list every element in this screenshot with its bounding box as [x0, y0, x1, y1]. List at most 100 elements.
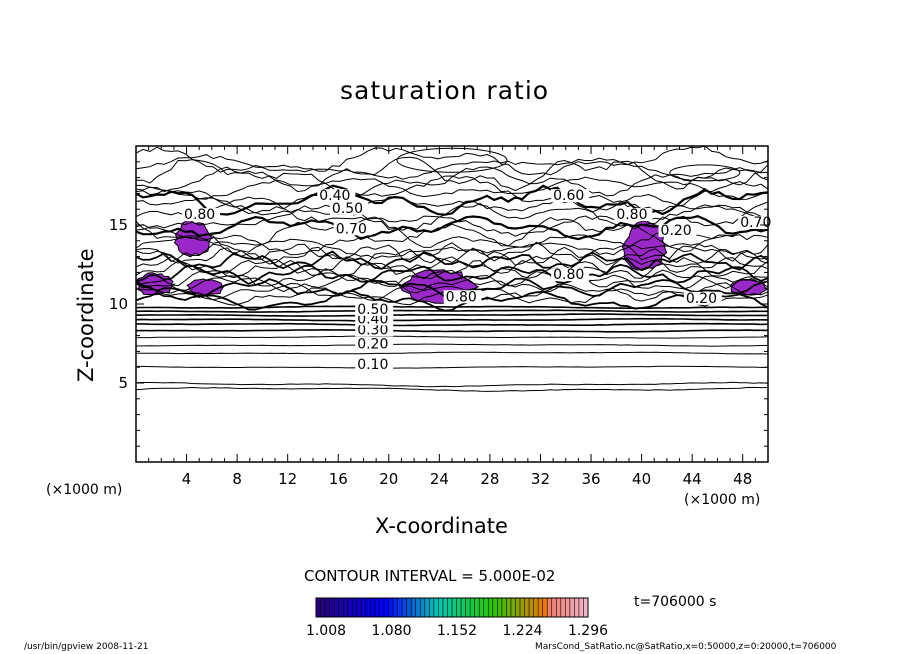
plot-area — [136, 146, 768, 462]
colorbar-segment — [388, 598, 394, 617]
contour-label-bg — [551, 268, 590, 282]
colorbar-segment — [510, 598, 516, 617]
colorbar-segment — [538, 598, 544, 617]
contour-label: 0.40 — [319, 188, 350, 204]
contour-label: 0.80 — [553, 267, 584, 283]
contour-line — [135, 204, 769, 237]
colorbar-segment — [347, 598, 353, 617]
contour-label-bg — [182, 208, 221, 222]
colorbar-segment — [379, 598, 385, 617]
contour-line — [136, 351, 769, 355]
x-tick-label: 20 — [379, 470, 398, 488]
colorbar-segment — [370, 598, 376, 617]
contour-interval: CONTOUR INTERVAL = 5.000E-02 — [304, 567, 556, 585]
y-axis-label: Z-coordinate — [74, 248, 98, 382]
colorbar-segment — [574, 598, 580, 617]
colorbar-segment — [424, 598, 430, 617]
colorbar-segment — [447, 598, 453, 617]
contour-label-bg — [658, 223, 697, 237]
contour-line — [135, 386, 769, 392]
colorbar-segment — [325, 598, 331, 617]
contour-line — [135, 145, 769, 176]
contour-label-bg — [355, 323, 394, 337]
colorbar-segment — [384, 598, 389, 617]
contour-label: 0.30 — [357, 322, 388, 338]
contour-label: 0.20 — [357, 337, 388, 353]
colorbar-segment — [397, 598, 403, 617]
colorbar-segment — [442, 598, 448, 617]
contour-label: 0.70 — [740, 215, 771, 231]
colorbar-segment — [415, 598, 421, 617]
colorbar-segment — [329, 598, 335, 617]
x-axis-unit: (×1000 m) — [684, 492, 761, 508]
contour-line — [135, 154, 769, 180]
contour-label: 0.20 — [661, 223, 692, 239]
footer-left: /usr/bin/gpview 2008-11-21 — [24, 642, 149, 652]
contour-label-bg — [333, 222, 372, 236]
colorbar-segment — [520, 598, 525, 617]
contour-line — [136, 322, 769, 327]
footer-right: MarsCond_SatRatio.nc@SatRatio,x=0:50000,… — [535, 642, 837, 652]
chart-title: saturation ratio — [340, 76, 550, 105]
colorbar-segment — [492, 598, 498, 617]
colorbar-segment — [529, 598, 535, 617]
colorbar-segment — [474, 598, 480, 617]
contour-label: 0.10 — [357, 357, 388, 373]
x-tick-label: 48 — [733, 470, 752, 488]
colorbar-segment — [429, 598, 435, 617]
colorbar-segment — [488, 598, 494, 617]
contour-label-bg — [738, 216, 777, 229]
contour-label: 0.80 — [616, 207, 647, 223]
x-tick-label: 16 — [329, 470, 348, 488]
x-tick-label: 24 — [430, 470, 449, 488]
colorbar: 1.008 1.080 1.152 1.224 1.296 — [306, 597, 608, 639]
colorbar-segment — [560, 598, 566, 617]
colorbar-segment — [501, 598, 507, 617]
contour-line — [135, 234, 769, 260]
colorbar-segment — [356, 598, 362, 617]
colorbar-segment — [551, 598, 557, 617]
colorbar-segment — [316, 598, 321, 617]
contour-line — [136, 365, 769, 369]
contour-line — [135, 290, 769, 312]
colorbar-segment — [433, 598, 439, 617]
y-tick-label: 15 — [109, 216, 128, 234]
contour-label: 0.50 — [357, 302, 388, 318]
contour-label: 0.50 — [332, 201, 363, 217]
contour-line — [135, 317, 769, 322]
colorbar-segment — [524, 598, 530, 617]
contour-line — [135, 305, 769, 309]
x-tick-label: 28 — [480, 470, 499, 488]
colorbar-segment — [374, 598, 380, 617]
y-tick-label: 5 — [118, 374, 128, 392]
colorbar-segment — [583, 598, 589, 617]
colorbar-segment — [497, 598, 503, 617]
colorbar-tick-label: 1.296 — [568, 623, 608, 639]
contour-line — [135, 259, 769, 280]
contour-line — [135, 184, 769, 216]
colorbar-segment — [569, 598, 575, 617]
colorbar-segment — [470, 598, 476, 617]
contour-line — [135, 256, 769, 275]
x-tick-label: 36 — [581, 470, 600, 488]
plot-background — [136, 146, 768, 462]
colorbar-segment — [483, 598, 489, 617]
colorbar-segment — [334, 598, 340, 617]
contour-label-bg — [551, 189, 590, 203]
contour-line — [135, 282, 769, 302]
contour-line — [135, 313, 768, 317]
contour-label-bg — [329, 201, 368, 215]
contour-line — [135, 381, 769, 388]
contour-label-bg — [355, 358, 394, 372]
contour-label: 0.80 — [184, 207, 215, 223]
contour-line — [136, 335, 769, 339]
colorbar-frame — [315, 597, 589, 618]
colorbar-segment — [515, 598, 521, 617]
contour-line — [135, 196, 769, 231]
colorbar-segment — [352, 598, 358, 617]
colorbar-segment — [411, 598, 417, 617]
colorbar-tick-label: 1.224 — [502, 623, 542, 639]
colorbar-segment — [420, 598, 426, 617]
contour-label-bg — [355, 302, 394, 316]
